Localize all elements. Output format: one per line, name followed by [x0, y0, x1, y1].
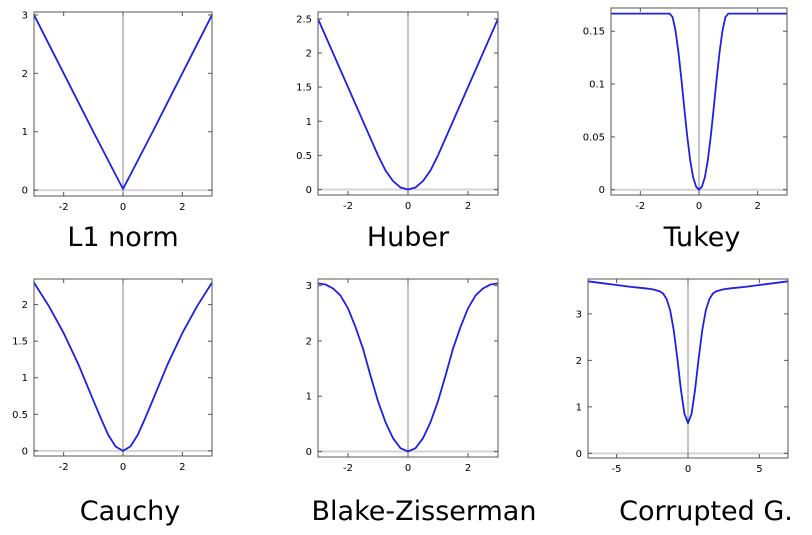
y-tick-label-0: 0	[22, 186, 28, 197]
caption-blake-zisserman: Blake-Zisserman	[311, 496, 537, 527]
x-tick-label-2: 2	[179, 202, 185, 213]
y-tick-label-0: 0	[599, 185, 605, 196]
x-tick-label--2: -2	[343, 201, 353, 212]
chart-panel-corrupted-g: -5 0 5 0 1 2 3	[576, 278, 789, 475]
y-tick-label-1: 1	[22, 127, 28, 138]
x-tick-label-5: 5	[756, 464, 762, 475]
x-tick-label--5: -5	[612, 464, 622, 475]
curve-line-0	[317, 18, 499, 191]
x-tick-label-0: 0	[685, 464, 691, 475]
curve-line-0	[587, 280, 789, 425]
y-tick-label-0-05: 0.05	[583, 132, 605, 143]
x-tick-label--2: -2	[59, 462, 69, 473]
y-tick-label-3: 3	[306, 281, 312, 292]
caption-cauchy: Cauchy	[79, 496, 181, 527]
y-tick-label-3: 3	[22, 10, 28, 21]
y-tick-label-2: 2	[576, 356, 582, 367]
caption-corrupted-g: Corrupted G.	[619, 496, 793, 527]
x-tick-label-2: 2	[179, 462, 185, 473]
y-tick-label-1: 1	[576, 402, 582, 413]
y-tick-label-1-5: 1.5	[12, 337, 28, 348]
y-tick-label-0-5: 0.5	[296, 151, 312, 162]
chart-panel-cauchy: -2 0 2 0 0.5 1 1.5 2	[12, 278, 213, 473]
y-tick-label-0-1: 0.1	[589, 80, 605, 91]
caption-huber: Huber	[366, 222, 450, 253]
curve-line-0	[611, 12, 787, 191]
y-tick-label-2: 2	[22, 300, 28, 311]
curve-line-0	[317, 282, 499, 453]
chart-svg-0: -2 0 2 0 1 2 3	[22, 10, 213, 213]
y-tick-label-2-5: 2.5	[296, 14, 312, 25]
caption-tukey: Tukey	[663, 222, 741, 253]
chart-panel-huber: -2 0 2 0 0.5 1 1.5 2 2.5	[296, 11, 499, 212]
y-tick-label-1: 1	[22, 373, 28, 384]
y-tick-label-0: 0	[22, 446, 28, 457]
chart-svg-3: -2 0 2 0 0.5 1 1.5 2	[12, 278, 213, 473]
x-tick-label-0: 0	[696, 201, 702, 212]
curve-line-0	[33, 14, 213, 190]
y-tick-label-0-15: 0.15	[583, 27, 605, 38]
x-tick-label-0: 0	[120, 462, 126, 473]
x-tick-label-2: 2	[465, 201, 471, 212]
y-tick-label-0: 0	[306, 447, 312, 458]
x-tick-label-0: 0	[120, 202, 126, 213]
y-tick-label-0: 0	[576, 449, 582, 460]
chart-svg-2: -2 0 2 0 0.05 0.1 0.15	[583, 7, 788, 212]
chart-panel-blake-zisserman: -2 0 2 0 1 2 3	[306, 278, 499, 474]
y-tick-label-2: 2	[306, 48, 312, 59]
curve-line-0	[33, 282, 213, 452]
x-tick-label-2: 2	[465, 463, 471, 474]
y-tick-label-1: 1	[306, 392, 312, 403]
x-tick-label-2: 2	[754, 201, 760, 212]
caption-l1: L1 norm	[67, 222, 179, 253]
x-tick-label-0: 0	[405, 463, 411, 474]
chart-svg-1: -2 0 2 0 0.5 1 1.5 2 2.5	[296, 11, 499, 212]
x-tick-label--2: -2	[59, 202, 69, 213]
chart-svg-4: -2 0 2 0 1 2 3	[306, 278, 499, 474]
chart-panel-tukey: -2 0 2 0 0.05 0.1 0.15	[583, 7, 788, 212]
chart-panel-l1: -2 0 2 0 1 2 3	[22, 10, 213, 213]
chart-svg-5: -5 0 5 0 1 2 3	[576, 278, 789, 475]
y-tick-label-1: 1	[306, 117, 312, 128]
y-tick-label-0: 0	[306, 185, 312, 196]
x-tick-label--2: -2	[343, 463, 353, 474]
y-tick-label-2: 2	[22, 69, 28, 80]
y-tick-label-1-5: 1.5	[296, 83, 312, 94]
y-tick-label-2: 2	[306, 336, 312, 347]
y-tick-label-0-5: 0.5	[12, 410, 28, 421]
x-tick-label-0: 0	[405, 201, 411, 212]
x-tick-label--2: -2	[635, 201, 645, 212]
y-tick-label-3: 3	[576, 309, 582, 320]
